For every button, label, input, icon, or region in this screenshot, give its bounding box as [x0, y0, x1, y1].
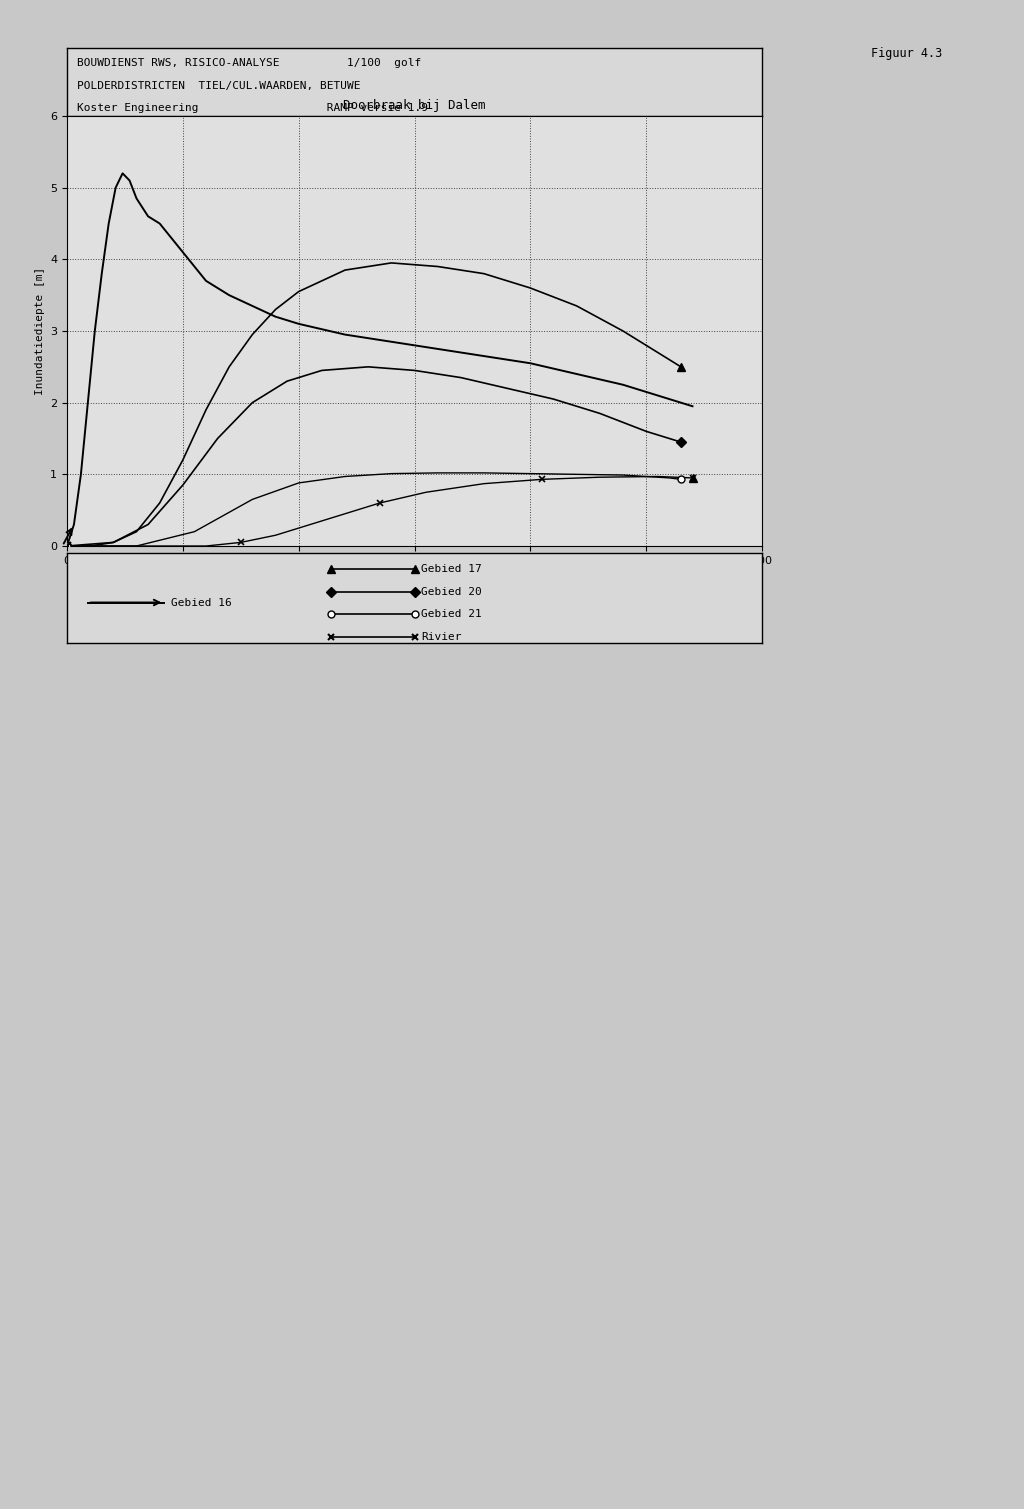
Text: Gebied 20: Gebied 20	[422, 587, 482, 596]
Text: Koster Engineering                   RAMP versie 1.9: Koster Engineering RAMP versie 1.9	[78, 103, 428, 113]
Text: Figuur 4.3: Figuur 4.3	[870, 47, 942, 60]
Text: Rivier: Rivier	[422, 632, 462, 641]
X-axis label: Tijd [uren]: Tijd [uren]	[378, 570, 452, 579]
Text: Gebied 21: Gebied 21	[422, 610, 482, 619]
Y-axis label: Inundatiediepte [m]: Inundatiediepte [m]	[35, 267, 45, 395]
Text: POLDERDISTRICTEN  TIEL/CUL.WAARDEN, BETUWE: POLDERDISTRICTEN TIEL/CUL.WAARDEN, BETUW…	[78, 80, 360, 91]
Text: Gebied 17: Gebied 17	[422, 564, 482, 575]
Text: Gebied 16: Gebied 16	[171, 598, 232, 608]
Title: Doorbraak bij Dalem: Doorbraak bij Dalem	[343, 100, 485, 112]
Text: BOUWDIENST RWS, RISICO-ANALYSE          1/100  golf: BOUWDIENST RWS, RISICO-ANALYSE 1/100 gol…	[78, 59, 422, 68]
